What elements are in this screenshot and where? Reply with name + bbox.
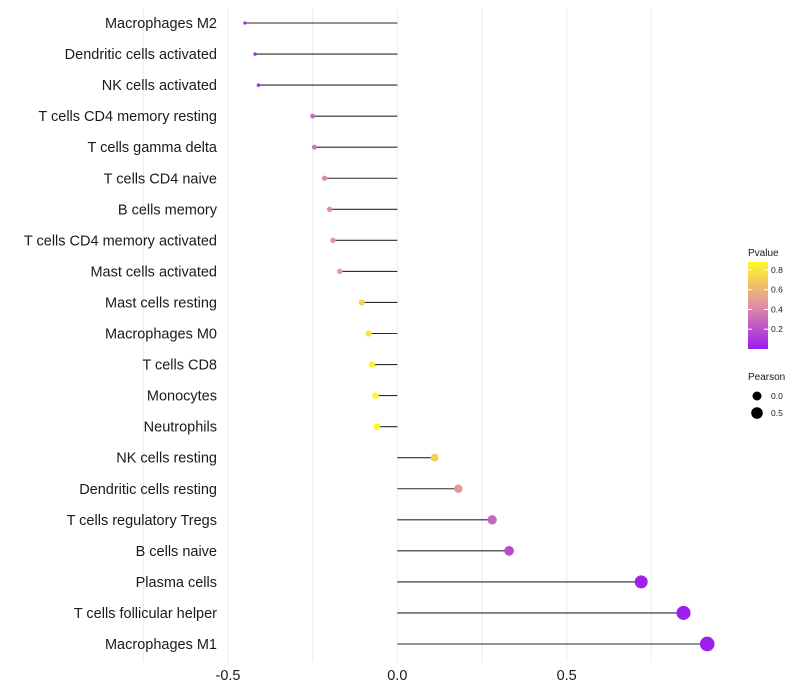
y-tick-label: Macrophages M2 bbox=[105, 16, 217, 32]
lollipop-points bbox=[243, 21, 715, 652]
point bbox=[676, 605, 691, 620]
y-tick-label: Dendritic cells activated bbox=[65, 47, 217, 63]
legend: Pvalue 0.8 0.6 0.4 0.2 Pearson 0.0 0.5 bbox=[748, 248, 785, 419]
size-legend-items: 0.0 0.5 bbox=[751, 391, 783, 419]
y-tick-label: Neutrophils bbox=[144, 420, 217, 436]
size-legend-label: 0.0 bbox=[771, 391, 783, 401]
point bbox=[336, 268, 343, 275]
point bbox=[634, 575, 648, 589]
y-tick-label: Macrophages M0 bbox=[105, 327, 217, 343]
x-tick-label: -0.5 bbox=[216, 668, 241, 684]
y-tick-label: Mast cells activated bbox=[90, 264, 217, 280]
y-tick-label: T cells CD4 memory resting bbox=[38, 109, 217, 125]
y-tick-label: Macrophages M1 bbox=[105, 637, 217, 653]
color-legend-bar bbox=[748, 262, 768, 349]
point bbox=[358, 299, 365, 306]
y-tick-label: Dendritic cells resting bbox=[79, 482, 217, 498]
y-tick-label: B cells memory bbox=[118, 202, 218, 218]
point bbox=[310, 113, 316, 119]
y-tick-label: Mast cells resting bbox=[105, 295, 217, 311]
y-tick-label: Monocytes bbox=[147, 389, 217, 405]
point bbox=[253, 52, 257, 56]
point bbox=[699, 636, 715, 652]
color-legend-title: Pvalue bbox=[748, 248, 779, 259]
point bbox=[504, 545, 514, 556]
y-tick-label: T cells CD4 memory activated bbox=[24, 233, 217, 249]
size-legend-label: 0.5 bbox=[771, 408, 783, 418]
y-tick-label: T cells CD4 naive bbox=[104, 171, 217, 187]
point bbox=[330, 237, 336, 244]
y-tick-label: T cells gamma delta bbox=[88, 140, 218, 156]
point bbox=[454, 484, 463, 493]
point bbox=[365, 330, 372, 337]
y-tick-label: T cells follicular helper bbox=[74, 606, 217, 622]
color-tick-label: 0.8 bbox=[771, 265, 783, 275]
point bbox=[256, 83, 261, 87]
point bbox=[311, 144, 317, 150]
point bbox=[326, 206, 333, 212]
y-tick-label: NK cells resting bbox=[116, 451, 217, 467]
y-tick-label: NK cells activated bbox=[102, 78, 217, 94]
gridlines bbox=[142, 8, 652, 662]
point bbox=[487, 515, 497, 525]
y-tick-label: Plasma cells bbox=[136, 575, 217, 591]
point bbox=[243, 21, 247, 25]
color-tick-label: 0.2 bbox=[771, 324, 783, 334]
color-tick-label: 0.6 bbox=[771, 285, 783, 295]
x-tick-label: 0.5 bbox=[557, 668, 577, 684]
x-axis-ticks: -0.5 0.0 0.5 bbox=[216, 668, 577, 684]
lollipop-stems bbox=[244, 22, 708, 645]
x-tick-label: 0.0 bbox=[387, 668, 407, 684]
color-legend-ticks: 0.8 0.6 0.4 0.2 bbox=[748, 265, 783, 334]
y-tick-label: B cells naive bbox=[136, 544, 217, 560]
y-tick-label: T cells CD8 bbox=[142, 358, 217, 374]
size-legend-title: Pearson bbox=[748, 372, 785, 383]
point bbox=[368, 361, 376, 368]
y-tick-label: T cells regulatory Tregs bbox=[67, 513, 217, 529]
color-tick-label: 0.4 bbox=[771, 304, 783, 314]
point bbox=[321, 175, 328, 181]
size-legend-dot bbox=[751, 407, 763, 419]
point bbox=[373, 423, 381, 430]
point bbox=[430, 453, 439, 462]
y-axis-labels: Macrophages M2 Dendritic cells activated N… bbox=[24, 16, 218, 653]
size-legend-dot bbox=[752, 391, 762, 401]
point bbox=[372, 392, 379, 399]
